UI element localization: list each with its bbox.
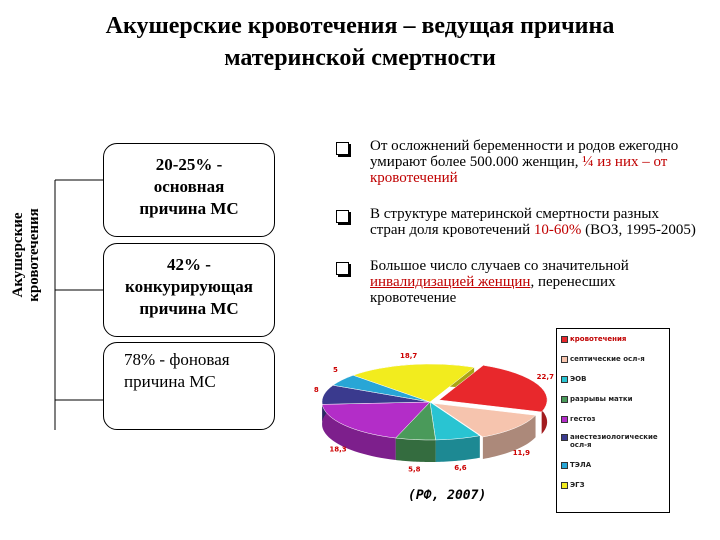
pie-slice-side (395, 438, 436, 462)
pie-data-label-0: 22,7 (537, 373, 554, 381)
cause-background-line-2: причина МС (124, 372, 216, 391)
legend-item-1: септические осл-я (561, 355, 669, 363)
legend-swatch-3 (561, 396, 568, 403)
legend-swatch-0 (561, 336, 568, 343)
pie-chart: 22,7 11,9 6,6 5,8 18,3 8 5 18,7 (314, 352, 554, 474)
pie-slice-1 (432, 403, 537, 438)
pie-slice-7 (352, 363, 475, 403)
bullet-2-source: (ВОЗ, 1995-2005) (581, 222, 696, 238)
cause-main-line-1: 20-25% - (155, 155, 223, 174)
bullet-3-text: Большое число случаев со значительной (370, 258, 629, 274)
square-bullet-icon (336, 210, 349, 223)
bullet-item-2: В структуре материнской смертности разны… (336, 206, 696, 238)
legend-label-0: кровотечения (570, 335, 627, 343)
pie-data-label-5: 8 (314, 386, 319, 394)
legend-swatch-5 (561, 434, 568, 441)
legend-swatch-2 (561, 376, 568, 383)
pie-slice-side (482, 415, 536, 460)
cause-background-line-1: 78% - фоновая (124, 350, 230, 369)
pie-slice-0 (438, 365, 548, 413)
legend-item-2: ЭОВ (561, 375, 669, 383)
legend-item-0: кровотечения (561, 335, 669, 343)
legend-swatch-4 (561, 416, 568, 423)
cause-main-line-3: причина МС (139, 199, 239, 218)
legend-label-7: ЭГЗ (570, 481, 585, 489)
legend-item-5: анестезиологические осл-я (561, 433, 669, 449)
pie-slice-side (322, 404, 396, 461)
bullet-1-text: От осложнений беременности и родов ежего… (370, 138, 679, 170)
title-line-2: материнской смертности (224, 45, 496, 71)
cause-competing-line-1: 42% - (167, 255, 211, 274)
pie-slice-side-4 (322, 404, 396, 461)
pie-slice-4 (321, 401, 431, 439)
bullet-list: От осложнений беременности и родов ежего… (336, 138, 696, 324)
bullet-2-highlight: 10-60% (533, 222, 582, 238)
cause-box-main: 20-25% - основная причина МС (103, 143, 275, 237)
pie-data-label-4: 18,3 (329, 446, 346, 454)
chart-legend: кровотечения септические осл-я ЭОВ разрывы … (556, 328, 670, 513)
pie-data-label-3: 5,8 (408, 466, 421, 474)
pie-data-label-7: 18,7 (400, 352, 417, 360)
bullet-3-highlight: инвалидизацией женщин (370, 274, 531, 290)
legend-label-5: анестезиологические осл-я (570, 433, 658, 449)
cause-box-competing: 42% - конкурирующая причина МС (103, 243, 275, 337)
legend-label-3: разрывы матки (570, 395, 633, 403)
chart-source: (РФ, 2007) (408, 488, 487, 503)
bullet-1-highlight: ¼ из них – от кровотечений (370, 154, 668, 186)
page-title: Акушерские кровотечения – ведущая причин… (0, 10, 720, 74)
cause-box-background: 78% - фоновая причина МС (103, 342, 275, 430)
legend-swatch-1 (561, 356, 568, 363)
legend-label-1: септические осл-я (570, 355, 645, 363)
cause-main-line-2: основная (153, 177, 225, 196)
legend-item-7: ЭГЗ (561, 481, 669, 489)
square-bullet-icon (336, 142, 349, 155)
square-bullet-icon (336, 262, 349, 275)
pie-data-label-1: 11,9 (513, 449, 530, 457)
legend-label-4: гестоз (570, 415, 596, 423)
legend-swatch-7 (561, 482, 568, 489)
legend-item-4: гестоз (561, 415, 669, 423)
bullet-2-text: В структуре материнской смертности разны… (370, 206, 659, 238)
title-line-1: Акушерские кровотечения – ведущая причин… (105, 13, 615, 39)
legend-item-6: ТЭЛА (561, 461, 669, 469)
cause-competing-line-2: конкурирующая (125, 277, 253, 296)
pie-slice-side (435, 435, 480, 462)
legend-label-6: ТЭЛА (570, 461, 592, 469)
pie-slice-side-2 (435, 435, 480, 462)
legend-label-2: ЭОВ (570, 375, 587, 383)
bullet-item-1: От осложнений беременности и родов ежего… (336, 138, 696, 186)
legend-swatch-6 (561, 462, 568, 469)
cause-competing-line-3: причина МС (139, 299, 239, 318)
bullet-3-tail: , перенесших кровотечение (370, 274, 616, 306)
pie-slice-side-3 (395, 438, 436, 462)
pie-slice-side-1 (482, 415, 536, 460)
bullet-item-3: Большое число случаев со значительной ин… (336, 258, 690, 306)
pie-data-label-2: 6,6 (454, 464, 467, 472)
pie-data-label-6: 5 (333, 366, 338, 374)
legend-item-3: разрывы матки (561, 395, 669, 403)
